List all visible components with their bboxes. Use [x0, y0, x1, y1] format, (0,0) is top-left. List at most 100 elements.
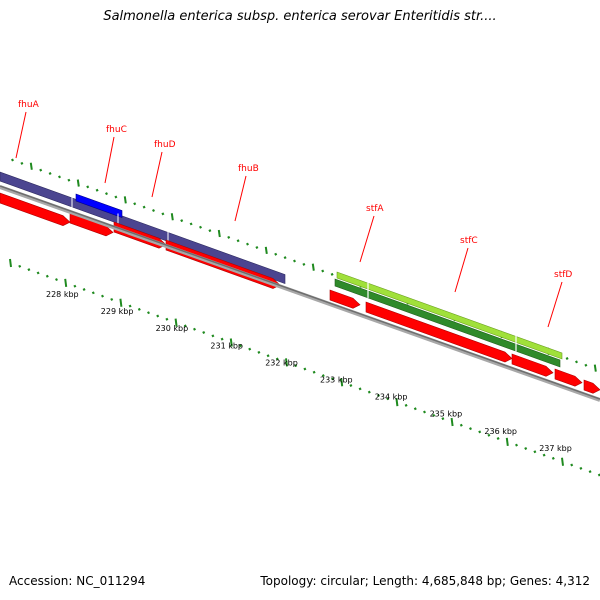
tick-mark — [91, 291, 95, 295]
tick-mark — [229, 338, 233, 347]
tick-mark — [156, 314, 160, 318]
tick-mark — [551, 456, 555, 460]
tick-mark — [349, 384, 353, 388]
tick-mark — [377, 393, 380, 397]
tick-mark — [137, 307, 141, 311]
tick-mark — [264, 246, 268, 255]
tick-mark — [404, 403, 408, 407]
label-leader-line — [15, 111, 27, 159]
feature-tracks — [0, 171, 600, 394]
tick-mark — [39, 168, 43, 172]
tick-mark — [505, 437, 509, 446]
cds-arrow — [365, 301, 513, 363]
tick-mark — [86, 185, 90, 189]
gene-label-fhuA: fhuA — [18, 100, 40, 110]
tick-mark — [524, 446, 528, 450]
tick-mark — [330, 272, 334, 276]
gene-label-fhuB: fhuB — [238, 164, 259, 174]
tick-mark — [275, 357, 279, 361]
tick-mark — [48, 171, 52, 175]
cds-arrow — [554, 368, 583, 387]
tick-mark — [161, 212, 165, 216]
tick-mark — [170, 213, 174, 221]
tick-mark — [478, 430, 482, 434]
tick-mark — [211, 334, 215, 338]
tick-mark — [45, 274, 49, 278]
tick-mark — [119, 298, 123, 307]
tick-mark — [312, 370, 316, 374]
tick-mark — [227, 235, 231, 239]
tick-mark — [570, 463, 574, 467]
tick-mark — [423, 410, 426, 414]
tick-mark — [76, 179, 80, 187]
tick-mark — [199, 225, 202, 229]
tick-mark — [469, 427, 472, 431]
tick-mark — [487, 433, 491, 437]
gene-label-fhuD: fhuD — [154, 140, 176, 150]
tick-mark — [321, 374, 325, 378]
tick-mark — [110, 297, 114, 301]
tick-mark — [311, 263, 315, 271]
cds-arrow — [511, 353, 554, 377]
tick-mark — [236, 239, 240, 243]
kbp-label: 230 kbp — [156, 324, 189, 333]
accession-text: Accession: NC_011294 — [9, 574, 146, 588]
tick-mark — [18, 264, 22, 268]
kbp-label: 231 kbp — [210, 341, 243, 350]
tick-mark — [584, 363, 588, 367]
kbp-labels: 228 kbp 229 kbp 230 kbp 231 kbp 232 kbp 233 k… — [46, 290, 572, 453]
tick-mark — [255, 246, 259, 249]
kbp-label: 233 kbp — [320, 376, 353, 385]
tick-mark — [331, 377, 334, 381]
backbone-core — [0, 185, 600, 400]
tick-mark — [189, 222, 193, 226]
tick-mark — [395, 397, 399, 407]
gene-label-stfC: stfC — [460, 236, 478, 246]
tick-mark — [73, 284, 77, 288]
tick-mark — [208, 229, 212, 233]
tick-mark — [183, 324, 187, 328]
kbp-label: 232 kbp — [265, 358, 298, 367]
tick-mark — [114, 195, 118, 199]
kbp-label: 228 kbp — [46, 290, 79, 299]
tick-mark — [367, 390, 371, 394]
tick-mark — [67, 178, 71, 182]
tick-mark — [82, 288, 86, 291]
tick-mark — [565, 357, 569, 361]
tick-mark — [340, 378, 344, 387]
tick-mark — [321, 269, 325, 273]
fhu-operon-bar — [0, 171, 286, 285]
kbp-label: 229 kbp — [101, 307, 134, 316]
tick-mark — [165, 317, 169, 321]
tick-mark — [174, 318, 178, 327]
tick-mark — [283, 256, 287, 260]
kbp-label: 237 kbp — [539, 444, 572, 453]
tick-mark — [575, 360, 578, 364]
tick-mark — [294, 364, 298, 368]
tick-mark — [36, 271, 40, 275]
tick-mark — [496, 437, 500, 441]
cds-arrow — [329, 289, 361, 309]
cds-arrow — [0, 192, 71, 227]
tick-mark — [217, 229, 221, 238]
tick-mark — [386, 397, 390, 401]
tick-mark — [20, 161, 24, 165]
tick-mark — [274, 252, 278, 256]
tick-mark — [285, 358, 288, 367]
label-leader-line — [234, 175, 247, 222]
tick-mark — [459, 423, 463, 427]
stf-operon-light-bar — [336, 271, 563, 360]
tick-mark — [29, 162, 33, 170]
tick-mark — [64, 278, 68, 287]
tick-mark — [441, 417, 445, 421]
tick-mark — [358, 387, 362, 391]
tick-mark — [55, 278, 58, 282]
label-leader-line — [547, 281, 563, 328]
tick-mark — [152, 208, 155, 212]
tick-mark — [561, 457, 564, 466]
tick-mark — [293, 259, 296, 263]
tick-mark — [302, 262, 306, 266]
tick-mark — [147, 311, 150, 315]
tick-mark — [101, 294, 104, 298]
stf-operon-dark-bar — [334, 278, 561, 368]
